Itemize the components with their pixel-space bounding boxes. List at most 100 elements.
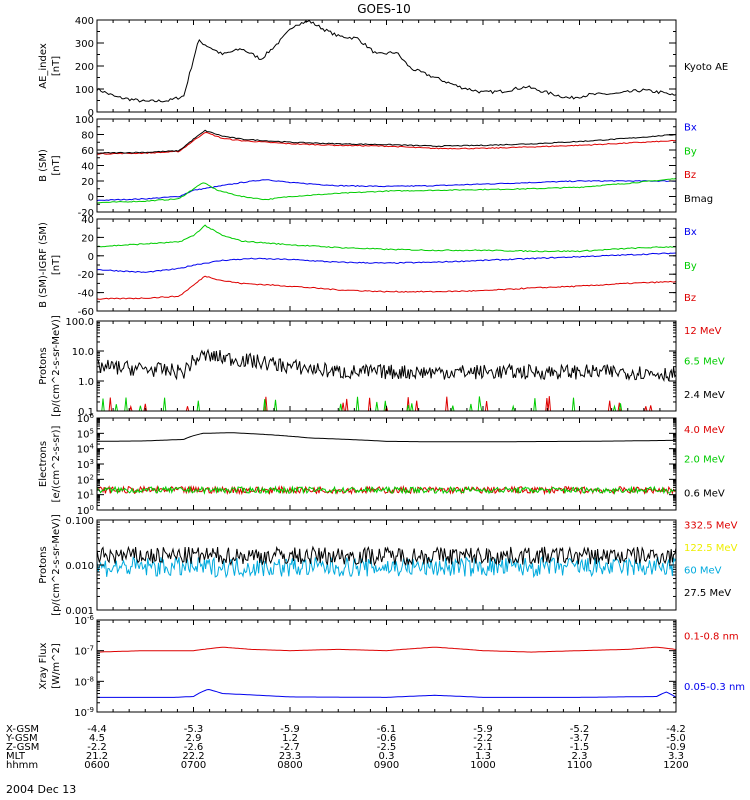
y-tick-label: 103	[77, 458, 94, 471]
row-label: Z-GSM	[6, 742, 39, 753]
legend-label: 60 MeV	[684, 566, 722, 577]
panel-2: Bx By Bz Bmag -20 0 20 40 60 80 100 B (SM) [nT]	[38, 115, 713, 219]
y-tick-label: 0.100	[65, 516, 94, 527]
legend-label: 12 MeV	[684, 326, 722, 337]
legend-label: 2.0 MeV	[684, 454, 725, 465]
time-tick-label: 1100	[567, 760, 592, 771]
ephemeris-value: -5.9	[280, 724, 300, 735]
ephemeris-value: -5.0	[666, 733, 686, 744]
chart-title: GOES-10	[357, 2, 411, 16]
ephemeris-value: -4.2	[666, 724, 686, 735]
ephemeris-value: -2.5	[377, 742, 397, 753]
y-tick-label: 10-8	[74, 675, 94, 688]
series-line-2-0-mev	[97, 485, 676, 495]
panel-6: 332.5 MeV 122.5 MeV 60 MeV 27.5 MeV 0.001 0.0…	[38, 514, 738, 617]
row-label: hhmm	[6, 760, 38, 771]
time-tick-label: 0900	[374, 760, 399, 771]
y-axis-label: Xray Flux	[38, 642, 49, 689]
series-line-by	[97, 224, 676, 253]
series-line-bz	[97, 131, 676, 155]
ephemeris-value: -2.1	[473, 742, 493, 753]
series-line-by	[97, 177, 676, 204]
legend-label: 6.5 MeV	[684, 357, 725, 368]
time-tick-label: 0700	[181, 760, 206, 771]
y-axis-label: Electrons	[38, 441, 49, 487]
ephemeris-value: -0.6	[377, 733, 397, 744]
panel-frame	[96, 320, 677, 412]
y-axis-label: [W/m^2]	[51, 643, 62, 689]
legend-label: Bx	[684, 227, 697, 238]
y-tick-label: 101	[77, 489, 94, 502]
ephemeris-value: 22.2	[182, 751, 204, 762]
panel-frame	[96, 218, 677, 312]
y-tick-label: 100	[75, 115, 94, 126]
y-tick-label: 106	[77, 412, 95, 425]
panel-frame	[96, 118, 677, 213]
ephemeris-value: 3.3	[668, 751, 684, 762]
ephemeris-value: -2.7	[280, 742, 300, 753]
y-tick-label: 0	[88, 193, 94, 204]
panel-4: 12 MeV 6.5 MeV 2.4 MeV 0.1 1.0 10.0 100.0 Proto…	[38, 315, 725, 418]
legend-label: By	[684, 261, 697, 272]
series-line-bx	[97, 252, 676, 273]
ephemeris-value: 2.3	[572, 751, 588, 762]
series-line-bx	[97, 179, 676, 202]
panel-frame	[96, 19, 677, 113]
y-tick-label: 104	[77, 443, 95, 456]
y-tick-label: 105	[77, 427, 94, 440]
y-tick-label: -60	[78, 307, 94, 318]
time-tick-label: 1000	[470, 760, 495, 771]
legend-label: 4.0 MeV	[684, 425, 725, 436]
y-tick-label: 80	[81, 131, 94, 142]
series-line-0-6-mev	[97, 432, 676, 443]
legend-label: 332.5 MeV	[684, 521, 738, 532]
series-line-2-4-mev	[97, 348, 676, 382]
ephemeris-value: -2.2	[473, 733, 493, 744]
series-line-27-5-mev	[97, 545, 676, 567]
panel-1: Kyoto AE 0 100 200 300 400 AE_index [nT]	[38, 16, 728, 119]
y-tick-label: 0.001	[65, 606, 94, 617]
y-axis-label: [p/(cm^2-s-sr-MeV)]	[51, 315, 62, 417]
row-label: Y-GSM	[5, 733, 38, 744]
series-line-kyoto-ae	[97, 20, 676, 103]
panel-frame	[96, 417, 677, 511]
y-tick-label: 20	[81, 177, 94, 188]
y-tick-label: 40	[81, 215, 94, 226]
y-tick-label: 100.0	[65, 317, 94, 328]
legend-label: 0.6 MeV	[684, 489, 725, 500]
ephemeris-value: 4.5	[89, 733, 105, 744]
y-tick-label: 10-6	[74, 614, 94, 627]
y-tick-label: 60	[81, 146, 94, 157]
series-line-0-05-0-3-nm	[97, 688, 676, 698]
time-tick-label: 1200	[663, 760, 688, 771]
legend-label: 2.4 MeV	[684, 390, 725, 401]
y-tick-label: 20	[81, 233, 94, 244]
panel-7: 0.1-0.8 nm 0.05-0.3 nm 10-9 10-8 10-7 10-6 Xra…	[38, 614, 745, 719]
y-axis-label: B (SM)-IGRF (SM)	[38, 222, 49, 308]
y-axis-label: [nT]	[51, 155, 62, 175]
y-tick-label: 40	[81, 162, 94, 173]
legend-label: Bx	[684, 122, 697, 133]
legend-label: Bmag	[684, 194, 713, 205]
legend-label: Kyoto AE	[684, 62, 728, 73]
y-tick-label: 200	[75, 62, 94, 73]
y-axis-label: Protons	[38, 347, 49, 384]
series-line-60-mev	[97, 555, 676, 579]
y-tick-label: 0.010	[65, 561, 94, 572]
y-axis-label: Protons	[38, 546, 49, 583]
y-tick-label: -20	[78, 208, 94, 219]
legend-label: 122.5 MeV	[684, 543, 738, 554]
ephemeris-value: -0.9	[666, 742, 686, 753]
ephemeris-value: -4.4	[87, 724, 107, 735]
ephemeris-value: 1.2	[282, 733, 298, 744]
y-axis-label: [nT]	[51, 255, 62, 275]
ephemeris-value: 1.3	[475, 751, 491, 762]
date-label: 2004 Dec 13	[6, 783, 76, 796]
y-tick-label: 10-9	[74, 706, 94, 719]
series-line-bmag	[97, 129, 676, 154]
y-axis-label: [e/(cm^2-s-sr)]	[51, 425, 62, 502]
y-tick-label: 102	[77, 473, 94, 486]
legend-label: 0.1-0.8 nm	[684, 632, 739, 643]
